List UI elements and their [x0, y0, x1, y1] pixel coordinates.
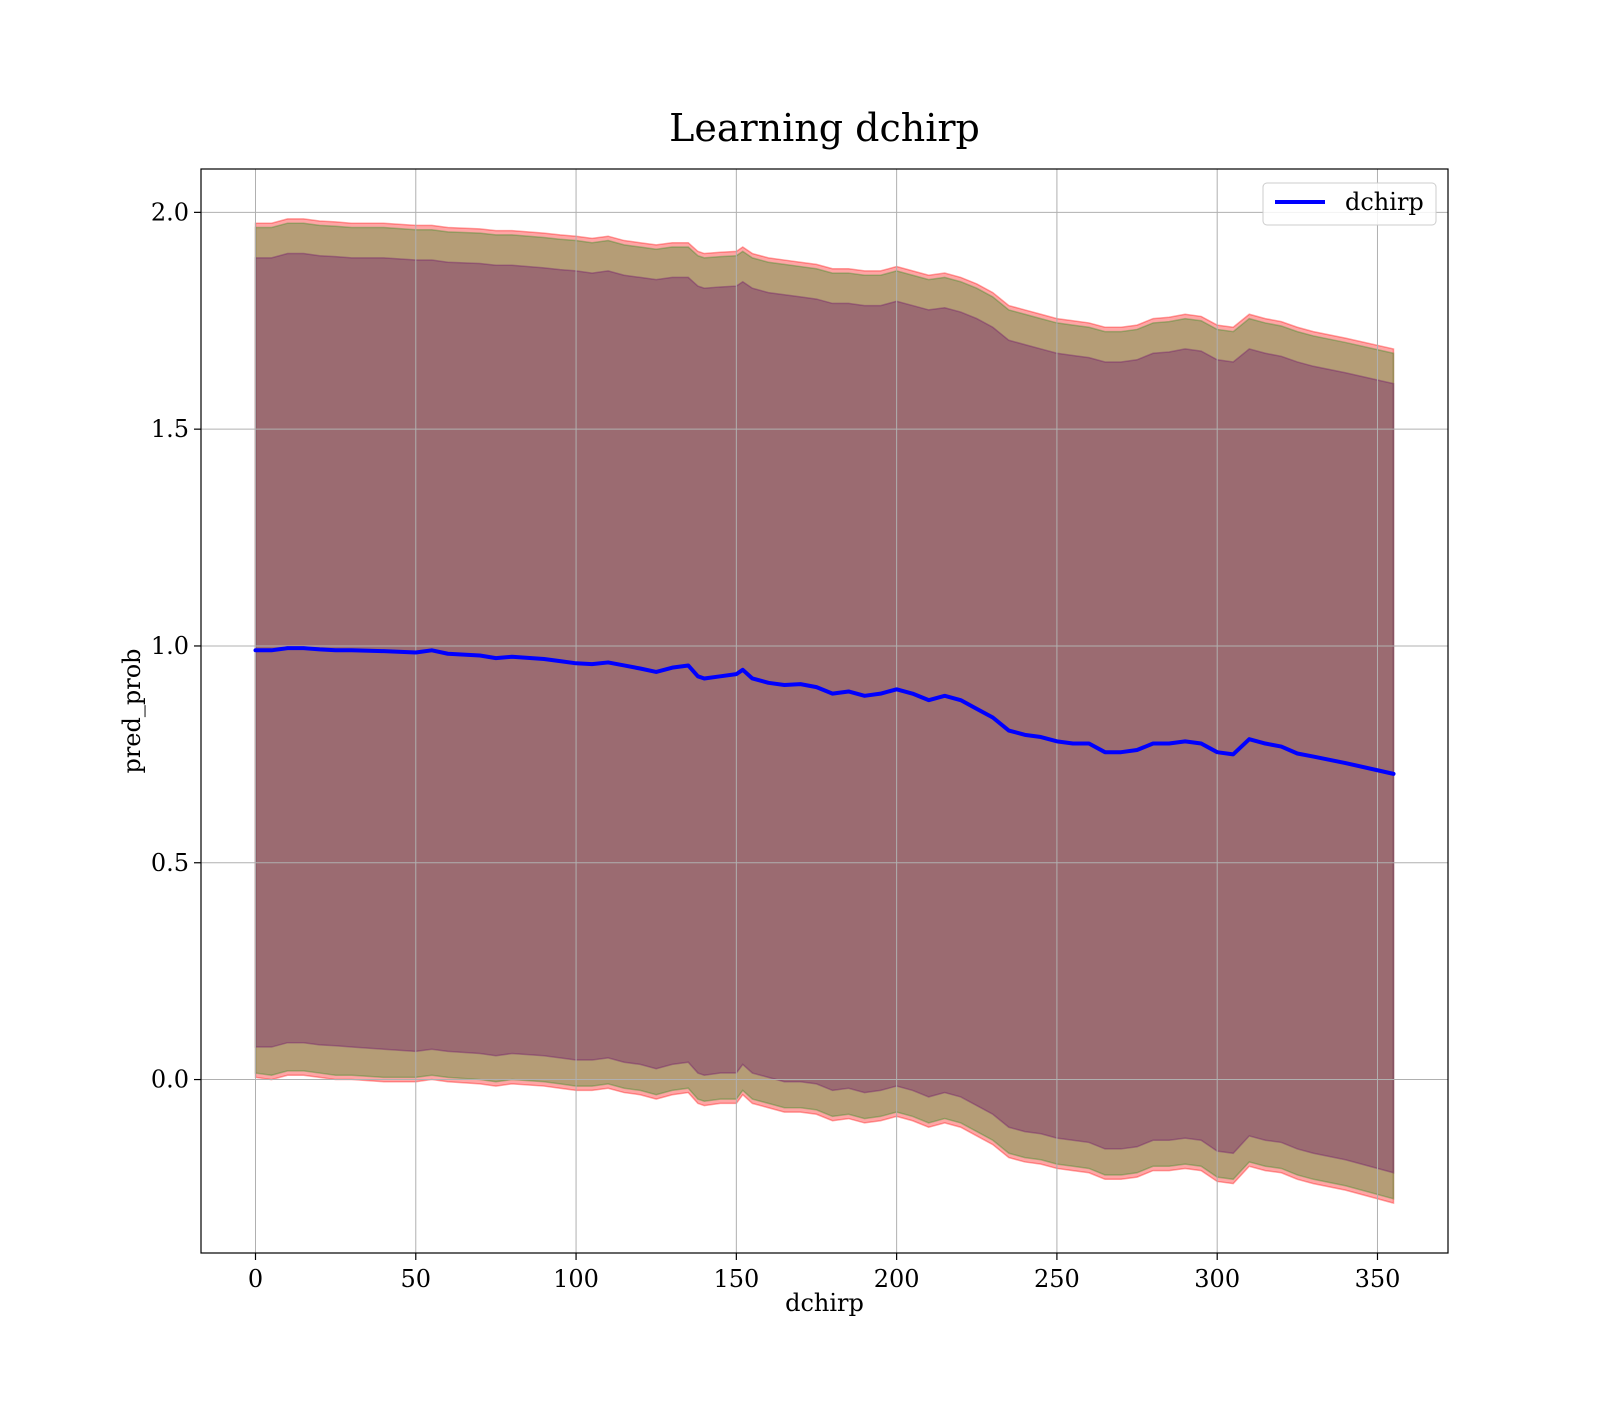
x-tick-label: 250 [1034, 1265, 1080, 1293]
chart-title: Learning dchirp [669, 106, 980, 150]
y-tick-label: 2.0 [151, 198, 189, 226]
y-tick-label: 0.0 [151, 1066, 189, 1094]
confidence-band-2 [254, 252, 1395, 1174]
y-tick-label: 1.0 [151, 632, 189, 660]
series-lines [253, 646, 1396, 776]
x-tick-label: 300 [1194, 1265, 1240, 1293]
x-tick-label: 150 [713, 1265, 759, 1293]
x-axis-label: dchirp [785, 1289, 864, 1317]
legend-label: dchirp [1345, 188, 1424, 216]
legend-box [1262, 182, 1437, 226]
grid [201, 169, 1448, 1253]
y-tick-label: 0.5 [151, 849, 189, 877]
legend: dchirp [1262, 182, 1437, 226]
confidence-bands [254, 218, 1395, 1205]
confidence-band-0 [254, 218, 1395, 1205]
series-line-0 [253, 646, 1396, 776]
x-tick-label: 50 [401, 1265, 432, 1293]
y-tick-label: 1.5 [151, 415, 189, 443]
x-tick-label: 200 [874, 1265, 920, 1293]
x-tick-label: 0 [248, 1265, 263, 1293]
axis-ticks: 0 50 100 150 200 250 300 350 0.0 0.5 1.0 1.5 2.0 [151, 198, 1401, 1293]
x-tick-label: 100 [553, 1265, 599, 1293]
confidence-band-1 [254, 222, 1395, 1200]
y-axis-label: pred_prob [118, 648, 146, 773]
axes-frame [200, 168, 1449, 1254]
x-tick-label: 350 [1355, 1265, 1401, 1293]
